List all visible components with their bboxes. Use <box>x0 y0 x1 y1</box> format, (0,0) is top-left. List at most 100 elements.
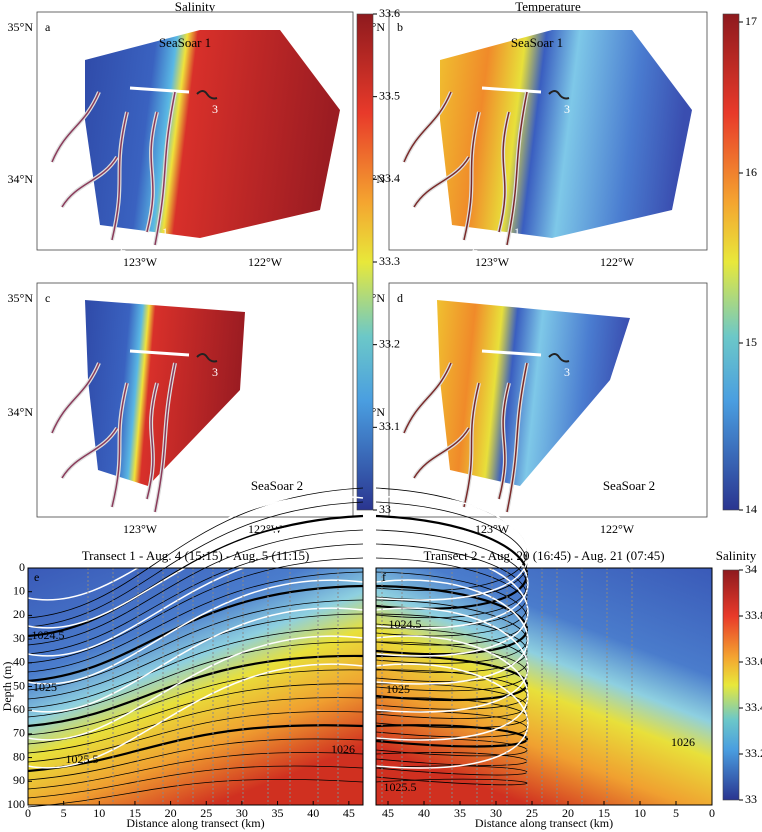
isopycnal <box>27 697 364 754</box>
contour-label: 1025 <box>33 680 57 694</box>
isopycnal <box>375 724 528 748</box>
isopycnal <box>27 501 364 628</box>
track-number: 3 <box>564 365 570 379</box>
isopycnal <box>375 654 528 702</box>
x-tick-label: 10 <box>93 806 105 820</box>
contour-label: 1025.5 <box>384 780 417 794</box>
track <box>548 90 570 100</box>
x-tick-label: 10 <box>634 806 646 820</box>
colorbar-tick-label: 33.4 <box>745 700 762 714</box>
section-line <box>481 86 542 94</box>
contour-label: 1026 <box>671 735 695 749</box>
glider-track <box>403 91 452 163</box>
x-tick-label: 30 <box>490 806 502 820</box>
x-tick-label: 35 <box>454 806 466 820</box>
track <box>196 90 218 100</box>
panel-letter: d <box>397 291 403 305</box>
isopycnal <box>27 778 364 808</box>
glider-track <box>61 156 118 208</box>
isopycnal <box>375 529 528 619</box>
colorbar-tick-label: 15 <box>745 335 757 349</box>
x-tick-label: 0 <box>25 806 31 820</box>
glider-track <box>51 362 100 434</box>
glider-track <box>111 111 128 241</box>
y-tick-label: 80 <box>13 749 25 763</box>
colorbar-tick-label: 33.1 <box>379 419 400 433</box>
lon-label: 123°W <box>123 255 158 269</box>
contour-label: 1025.5 <box>66 752 99 766</box>
glider-track <box>146 382 158 500</box>
track-number: 5 <box>418 207 424 221</box>
colorbar-cover <box>722 13 740 511</box>
isohaline <box>27 579 364 685</box>
contour-label: 1025 <box>386 682 410 696</box>
track-number: 4 <box>399 430 405 444</box>
track-number: 5 <box>66 470 72 484</box>
isopycnal <box>27 487 364 619</box>
x-tick-label: 15 <box>129 806 141 820</box>
colorbar-tick-label: 33.6 <box>379 6 400 20</box>
isopycnal <box>27 641 364 718</box>
glider-track <box>154 362 176 513</box>
isopycnal <box>27 627 364 709</box>
isohaline <box>27 495 364 601</box>
isopycnal <box>27 711 364 763</box>
colorbar-tick-label: 33.3 <box>379 254 400 268</box>
isohaline <box>27 635 364 741</box>
track-number: 2 <box>472 240 478 254</box>
x-tick-label: 5 <box>673 806 679 820</box>
lat-label: 34°N <box>8 405 34 419</box>
x-tick-label: 20 <box>562 806 574 820</box>
glider-track <box>111 382 128 508</box>
colorbar-tick-label: 33.5 <box>379 88 400 102</box>
x-tick-label: 20 <box>165 806 177 820</box>
lon-label: 122°W <box>600 522 635 536</box>
lon-label: 122°W <box>600 255 635 269</box>
isohaline <box>27 607 364 713</box>
lon-label: 122°W <box>248 255 283 269</box>
track-number: 3 <box>212 365 218 379</box>
lon-label: 123°W <box>475 522 510 536</box>
x-tick-label: 25 <box>200 806 212 820</box>
x-tick-label: 25 <box>526 806 538 820</box>
track-number: 4 <box>47 177 53 191</box>
track-number: 3 <box>212 102 218 116</box>
glider-track <box>463 111 480 241</box>
transect-title: Transect 2 - Aug. 20 (16:45) - Aug. 21 (… <box>423 548 664 563</box>
cruise-label: SeaSoar 1 <box>511 35 563 50</box>
section-line <box>481 349 542 357</box>
panel-letter: f <box>382 570 386 584</box>
track-number: 5 <box>66 207 72 221</box>
contour-label: 1024.5 <box>32 628 65 642</box>
glider-track <box>463 382 480 508</box>
isopycnal <box>375 584 529 656</box>
glider-track <box>403 362 452 434</box>
track-number: 2 <box>120 503 126 517</box>
y-tick-label: 40 <box>13 655 25 669</box>
panel-column-title: Temperature <box>515 0 581 14</box>
map-field <box>85 300 245 486</box>
isopycnal <box>375 765 528 776</box>
y-tick-label: 0 <box>19 560 25 574</box>
isopycnal <box>375 571 528 646</box>
glider-track <box>61 427 118 479</box>
section-line <box>129 349 190 357</box>
x-tick-label: 5 <box>61 806 67 820</box>
track-number: 1 <box>162 225 168 239</box>
track-number: 4 <box>399 177 405 191</box>
map-field <box>85 30 340 238</box>
glider-track <box>51 91 100 163</box>
glider-track <box>413 427 470 479</box>
isopycnal <box>27 571 364 673</box>
track-number: 2 <box>472 503 478 517</box>
lat-label: 35°N <box>8 20 34 34</box>
contour-label: 1024.5 <box>389 617 422 631</box>
section-line <box>129 86 190 94</box>
x-tick-label: 30 <box>236 806 248 820</box>
isopycnal <box>375 599 528 664</box>
isohaline <box>27 663 364 769</box>
colorbar-tick-label: 33.8 <box>745 608 762 622</box>
isopycnal <box>27 599 364 691</box>
isohaline <box>27 551 364 657</box>
